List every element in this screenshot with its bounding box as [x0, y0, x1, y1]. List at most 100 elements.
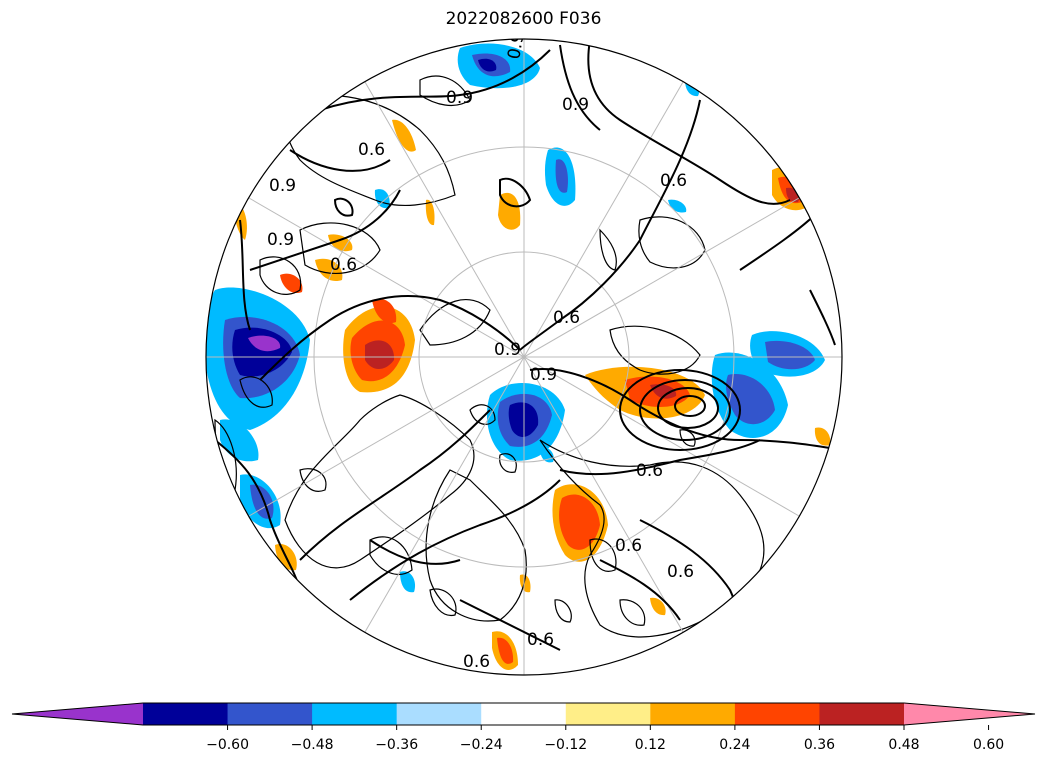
shaded-region — [668, 199, 687, 213]
contour-labels: 0.9 0.9 0.6 0.9 0.9 0.6 0.6 0.9 0.9 0.6 … — [267, 31, 694, 672]
shaded-region — [559, 494, 600, 550]
contour-label: 0.6 — [553, 308, 580, 328]
shaded-region — [220, 419, 259, 462]
coastline-north-america — [419, 75, 471, 107]
polar-stereographic-map: 0.9 0.9 0.6 0.9 0.9 0.6 0.6 0.9 0.9 0.6 … — [206, 31, 842, 675]
coastline-europe — [369, 536, 413, 575]
contour-line — [319, 49, 551, 111]
contour-line — [499, 177, 532, 208]
coastline-north-america — [285, 94, 456, 207]
coastline-siberia — [589, 538, 617, 572]
colorbar-extend-max — [904, 703, 1035, 725]
contour-line — [674, 395, 706, 417]
colorbar-segment — [481, 703, 567, 725]
contour-line — [599, 559, 681, 621]
contour-line — [519, 99, 701, 351]
shaded-region — [372, 298, 397, 324]
colorbar-segment — [734, 703, 820, 725]
contour-line — [369, 539, 461, 565]
shaded-region — [508, 402, 539, 437]
contour-label: 0.6 — [463, 652, 490, 672]
coastline-greenland — [284, 394, 475, 569]
contour-line — [587, 39, 791, 205]
contour-label: 0.6 — [358, 140, 385, 160]
contour-label: 0.9 — [269, 176, 296, 196]
contour-line — [619, 369, 741, 451]
colorbar-outline — [11, 702, 1036, 726]
colorbar-tick-label: 0.12 — [635, 737, 666, 753]
shaded-region — [555, 159, 568, 193]
shaded-region — [400, 571, 416, 593]
contour-line — [459, 599, 561, 651]
meridian — [364, 81, 684, 633]
colorbar-ticks: −0.60 −0.48 −0.36 −0.24 −0.12 0.12 0.24 0.36 0.4… — [206, 725, 1004, 753]
shaded-region — [365, 340, 395, 369]
graticule — [206, 39, 842, 675]
contour-line — [559, 439, 761, 476]
contour-label: 0.9 — [267, 230, 294, 250]
shaded-region — [814, 427, 831, 446]
contour-line — [657, 387, 719, 429]
colorbar-tick-label: 0.24 — [719, 737, 750, 753]
contour-line — [259, 295, 521, 381]
contour-line — [809, 289, 836, 346]
colorbar-segment — [227, 703, 313, 725]
contour-line — [214, 439, 301, 591]
colorbar-segment — [312, 703, 398, 725]
contour-line — [349, 479, 561, 601]
contour-label: 0.9 — [504, 31, 528, 61]
contour-label: 0.9 — [494, 340, 521, 360]
coastline-iceland — [299, 468, 327, 492]
shaded-region — [392, 119, 416, 152]
shaded-region — [765, 340, 815, 370]
map-boundary — [205, 38, 843, 676]
coastline-chukotka — [638, 216, 706, 269]
contour-line — [529, 368, 831, 449]
colorbar-extend-min — [12, 703, 143, 725]
contour-label: 0.9 — [446, 88, 473, 108]
coastline-bering — [599, 228, 617, 271]
contour-label: 0.6 — [615, 536, 642, 556]
shaded-region — [726, 374, 775, 425]
contour-label: 0.9 — [562, 95, 589, 115]
contour-line — [299, 409, 491, 561]
coastline-island — [619, 599, 646, 626]
shaded-anomaly-fields — [206, 43, 831, 670]
shaded-region — [497, 637, 514, 664]
coastline-novaya-zemlya — [469, 404, 496, 425]
coastline-hudson — [239, 376, 273, 408]
contour-line — [289, 149, 391, 172]
contour-label: 0.6 — [330, 255, 357, 275]
coastline-svalbard — [499, 453, 517, 473]
colorbar-segment — [396, 703, 482, 725]
contour-line — [639, 379, 731, 441]
colorbar-tick-label: −0.36 — [375, 737, 418, 753]
contour-label: 0.6 — [636, 461, 663, 481]
colorbar-tick-label: −0.48 — [291, 737, 334, 753]
colorbar-tick-label: −0.24 — [460, 737, 503, 753]
shaded-region — [650, 597, 666, 616]
coastline-archipelago — [299, 222, 381, 274]
colorbar-segments — [11, 702, 1036, 726]
coastline-island — [429, 588, 457, 617]
colorbar-segment — [819, 703, 905, 725]
contour-line — [559, 44, 601, 131]
contour-line — [249, 189, 401, 271]
colorbar-tick-label: −0.60 — [206, 737, 249, 753]
colorbar-tick-label: −0.12 — [544, 737, 587, 753]
map-title: 2022082600 F036 — [445, 9, 602, 29]
contour-line — [239, 219, 251, 331]
contour-label: 0.9 — [530, 365, 557, 385]
colorbar: −0.60 −0.48 −0.36 −0.24 −0.12 0.12 0.24 0.36 0.4… — [11, 702, 1036, 753]
coastline-archipelago — [259, 256, 302, 295]
shaded-region — [280, 273, 303, 294]
contour-label: 0.6 — [667, 562, 694, 582]
colorbar-tick-label: 0.48 — [888, 737, 919, 753]
shaded-region — [425, 199, 435, 226]
shaded-region — [478, 58, 497, 72]
colorbar-tick-label: 0.60 — [973, 737, 1004, 753]
shaded-region — [248, 335, 281, 352]
contour-line — [333, 197, 354, 217]
contour-label: 0.6 — [660, 171, 687, 191]
